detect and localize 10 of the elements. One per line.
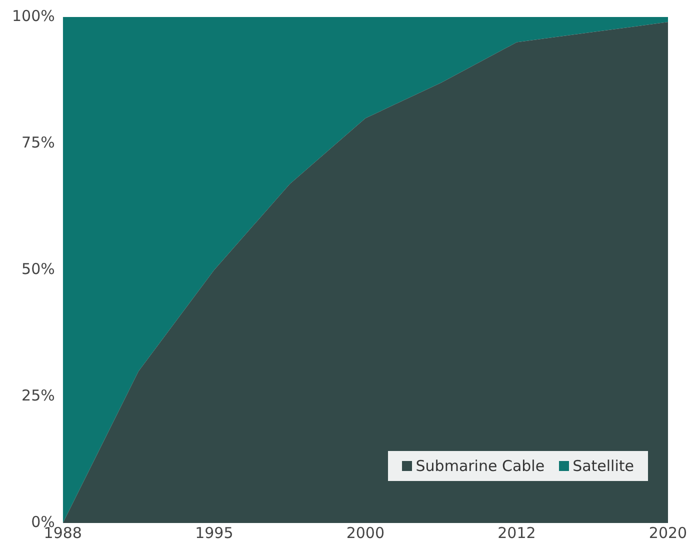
y-tick-label: 50% xyxy=(22,260,55,278)
legend-label: Satellite xyxy=(572,457,634,475)
y-tick-label: 100% xyxy=(12,6,55,25)
x-tick-label: 2020 xyxy=(648,524,688,542)
x-tick-label: 1995 xyxy=(195,524,234,542)
y-tick-label: 75% xyxy=(22,133,55,152)
x-tick-label: 2000 xyxy=(346,524,385,542)
y-tick-label: 25% xyxy=(22,386,55,404)
legend-label: Submarine Cable xyxy=(416,457,545,475)
x-tick-label: 2012 xyxy=(498,524,536,542)
